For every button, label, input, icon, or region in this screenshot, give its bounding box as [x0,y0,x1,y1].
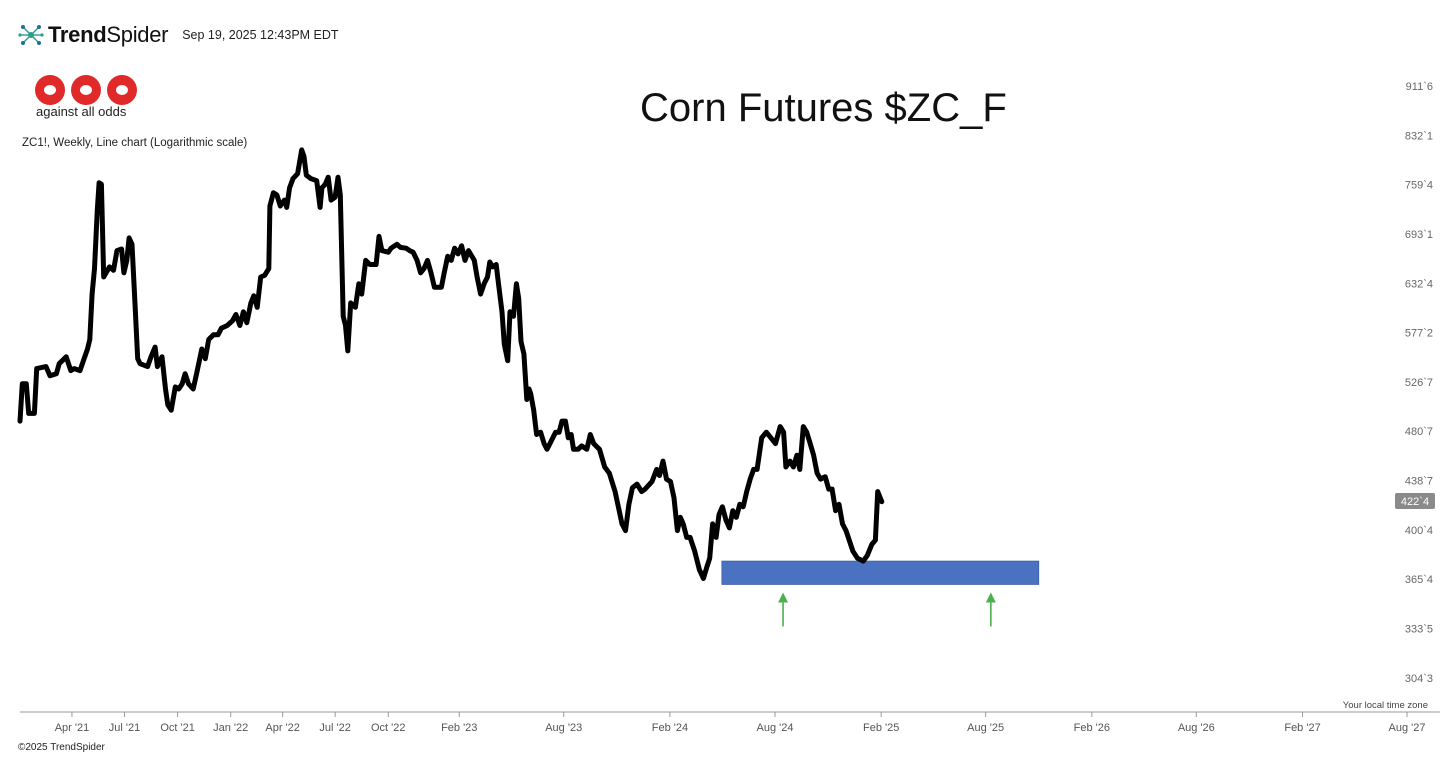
green-arrow-up-icon [778,592,789,627]
x-tick-label: Feb '24 [652,722,688,734]
x-tick-label: Jan '22 [213,722,248,734]
x-tick-label: Aug '24 [756,722,793,734]
x-tick-label: Jul '22 [319,722,350,734]
x-tick-label: Feb '25 [863,722,899,734]
x-tick-label: Oct '21 [160,722,195,734]
x-tick-label: Apr '22 [265,722,300,734]
y-tick-label: 480`7 [1405,426,1433,438]
y-tick-label: 365`4 [1405,574,1433,586]
y-tick-label: 632`4 [1405,278,1433,290]
y-tick-label: 438`7 [1405,476,1433,488]
copyright: ©2025 TrendSpider [18,742,105,753]
y-tick-label: 304`3 [1405,673,1433,685]
x-tick-label: Apr '21 [55,722,90,734]
timestamp: Sep 19, 2025 12:43PM EDT [182,28,339,42]
green-arrow-up-icon [985,592,996,627]
x-tick-label: Jul '21 [109,722,140,734]
x-tick-label: Aug '23 [545,722,582,734]
logo-text: against all odds [36,104,127,119]
price-line [17,147,885,581]
last-price-label: 422`4 [1401,496,1429,508]
against-all-odds-logo [35,75,137,105]
chart-description: ZC1!, Weekly, Line chart (Logarithmic sc… [22,137,248,149]
support-zone [721,560,1040,585]
y-tick-label: 577`2 [1405,328,1433,340]
y-tick-label: 526`7 [1405,377,1433,389]
last-price-badge: 422`4 [1395,493,1435,510]
y-tick-label: 693`1 [1405,229,1433,241]
y-tick-label: 832`1 [1405,130,1433,142]
trendspider-logo-icon [18,25,44,45]
timezone-note: Your local time zone [1342,700,1428,711]
y-tick-label: 333`5 [1405,623,1433,635]
y-tick-label: 759`4 [1405,180,1433,192]
x-tick-label: Feb '26 [1074,722,1110,734]
y-tick-label: 911`6 [1406,81,1433,93]
x-tick-label: Oct '22 [371,722,406,734]
app-header: TrendSpider Sep 19, 2025 12:43PM EDT [18,20,339,50]
x-tick-label: Feb '23 [441,722,477,734]
x-tick-label: Aug '25 [967,722,1004,734]
y-tick-label: 400`4 [1405,525,1433,537]
x-tick-label: Aug '26 [1178,722,1215,734]
brand-name: TrendSpider [48,22,169,47]
x-tick-label: Feb '27 [1284,722,1320,734]
x-tick-label: Aug '27 [1389,722,1426,734]
chart-title: Corn Futures $ZC_F [640,86,1007,130]
